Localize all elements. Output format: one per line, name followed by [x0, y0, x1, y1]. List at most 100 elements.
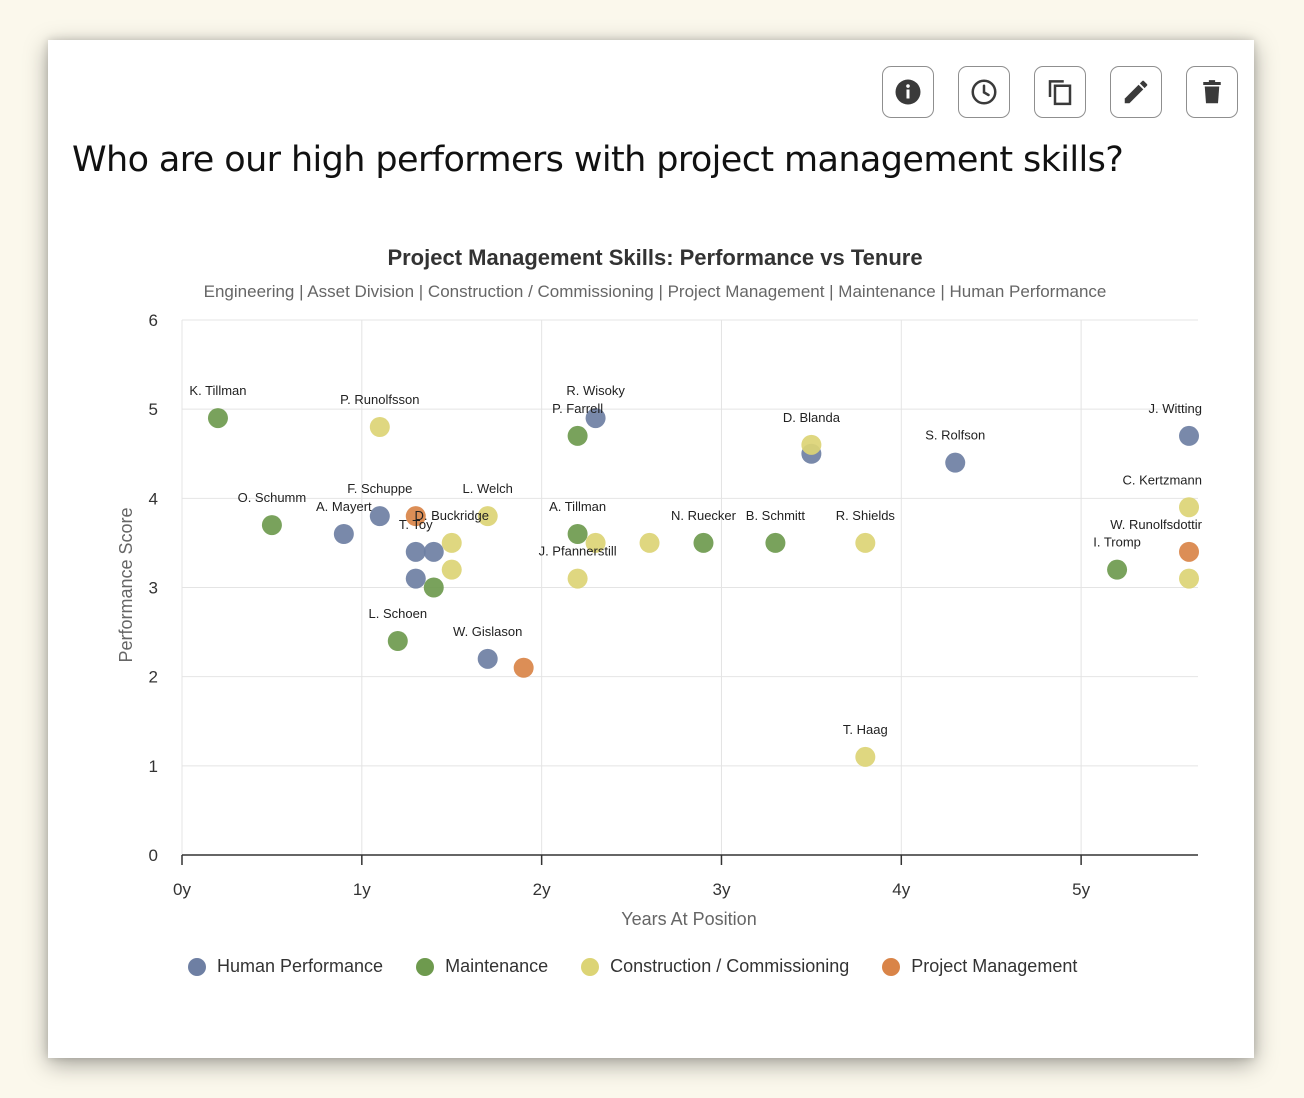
copy-icon [1048, 80, 1072, 106]
data-point[interactable]: D. Blanda (Construction / Commissioning) [801, 434, 822, 455]
point-label: K. Tillman [189, 383, 246, 398]
data-point[interactable]: (Construction / Commissioning) [585, 532, 606, 553]
data-point[interactable]: (Maintenance) [423, 577, 444, 598]
scatter-chart: Project Management Skills: Performance v… [116, 245, 1203, 929]
point-label: B. Schmitt [746, 508, 806, 523]
point-label: P. Farrell [552, 401, 603, 416]
data-point[interactable]: R. Shields (Construction / Commissioning… [855, 532, 876, 553]
x-tick-label: 1y [353, 880, 371, 899]
legend-item[interactable]: Maintenance [416, 956, 548, 977]
legend-item[interactable]: Human Performance [188, 956, 383, 977]
data-point[interactable]: B. Schmitt (Maintenance) [765, 532, 786, 553]
point-label: D. Blanda [783, 410, 841, 425]
y-tick-label: 0 [149, 846, 158, 865]
data-point[interactable]: O. Schumm (Maintenance) [261, 515, 282, 536]
point-label: J. Witting [1149, 401, 1202, 416]
point-label: A. Tillman [549, 499, 606, 514]
data-point[interactable]: W. Runolfsdottir (Project Management) [1179, 541, 1200, 562]
y-tick-label: 5 [149, 400, 158, 419]
legend-swatch [188, 957, 206, 976]
data-point[interactable]: W. Gislason (Human Performance) [477, 648, 498, 669]
legend-label: Project Management [911, 956, 1078, 976]
chart-title: Project Management Skills: Performance v… [387, 245, 922, 270]
legend-item[interactable]: Construction / Commissioning [581, 956, 849, 977]
data-point[interactable]: T. Toy (Human Performance) [405, 541, 426, 562]
y-tick-label: 6 [149, 311, 158, 330]
delete-button[interactable] [1186, 66, 1238, 118]
data-point[interactable]: (Construction / Commissioning) [639, 532, 660, 553]
point-label: W. Runolfsdottir [1110, 517, 1202, 532]
y-axis-title: Performance Score [116, 507, 136, 662]
point-label: T. Toy [399, 517, 433, 532]
data-point[interactable]: (Construction / Commissioning) [441, 559, 462, 580]
point-label: S. Rolfson [925, 428, 985, 443]
y-tick-label: 2 [149, 668, 158, 687]
chart-subtitle: Engineering | Asset Division | Construct… [204, 282, 1107, 301]
data-point[interactable]: F. Schuppe (Human Performance) [369, 506, 390, 527]
legend-label: Maintenance [445, 956, 549, 976]
x-axis-title: Years At Position [621, 909, 756, 929]
y-tick-label: 4 [149, 489, 158, 508]
point-label: O. Schumm [238, 490, 307, 505]
legend-item[interactable]: Project Management [882, 956, 1077, 977]
data-point[interactable]: (Construction / Commissioning) [1179, 568, 1200, 589]
point-label: P. Runolfsson [340, 392, 419, 407]
data-point[interactable]: S. Rolfson (Human Performance) [945, 452, 966, 473]
point-label: L. Schoen [369, 606, 428, 621]
data-point[interactable]: P. Farrell (Maintenance) [567, 425, 588, 446]
data-point[interactable]: A. Tillman (Maintenance) [567, 524, 588, 544]
report-card: Who are our high performers with project… [48, 40, 1254, 1058]
data-point[interactable]: J. Witting (Human Performance) [1179, 425, 1200, 446]
trash-icon [1203, 80, 1221, 104]
point-label: C. Kertzmann [1123, 472, 1202, 487]
data-point[interactable]: R. Wisoky (Human Performance) [585, 408, 606, 429]
x-tick-label: 4y [892, 880, 910, 899]
data-point[interactable]: P. Runolfsson (Construction / Commission… [369, 417, 390, 437]
legend-swatch [416, 957, 435, 976]
data-point[interactable]: N. Ruecker (Maintenance) [693, 532, 714, 553]
point-label: R. Shields [836, 508, 896, 523]
info-button[interactable] [882, 66, 934, 118]
point-label: D. Buckridge [415, 508, 489, 523]
point-label: W. Gislason [453, 624, 522, 639]
legend-swatch [581, 957, 600, 976]
chart-legend: Human Performance Maintenance Construction… [188, 956, 1077, 977]
point-label: J. Pfannerstill [539, 544, 617, 559]
data-point[interactable]: L. Schoen (Maintenance) [387, 631, 408, 651]
data-point[interactable]: (Project Management) [405, 506, 426, 527]
legend-label: Human Performance [217, 956, 384, 976]
clock-icon [971, 79, 997, 105]
point-label: I. Tromp [1093, 535, 1141, 550]
pencil-icon [1124, 80, 1148, 104]
x-tick-label: 2y [533, 880, 551, 899]
data-point[interactable]: L. Welch (Construction / Commissioning) [477, 506, 498, 527]
x-tick-label: 3y [712, 880, 730, 899]
x-tick-label: 5y [1072, 880, 1090, 899]
info-icon [895, 79, 921, 105]
data-point[interactable]: (Human Performance) [405, 568, 426, 589]
data-point[interactable]: T. Haag (Construction / Commissioning) [855, 746, 876, 767]
y-tick-label: 1 [149, 757, 158, 776]
legend-label: Construction / Commissioning [610, 956, 850, 976]
data-point[interactable]: D. Buckridge (Construction / Commissioni… [441, 532, 462, 553]
point-label: A. Mayert [316, 499, 372, 514]
data-point[interactable]: (Human Performance) [423, 541, 444, 562]
data-point[interactable]: A. Mayert (Human Performance) [333, 524, 354, 544]
data-point[interactable]: I. Tromp (Maintenance) [1107, 559, 1128, 580]
point-label: N. Ruecker [671, 508, 737, 523]
point-label: F. Schuppe [347, 481, 412, 496]
data-point[interactable]: C. Kertzmann (Construction / Commissioni… [1179, 497, 1200, 518]
data-point[interactable]: J. Pfannerstill (Construction / Commissi… [567, 568, 588, 589]
legend-swatch [882, 957, 901, 976]
point-label: R. Wisoky [566, 383, 625, 398]
data-point[interactable]: K. Tillman (Maintenance) [207, 408, 228, 429]
edit-button[interactable] [1110, 66, 1162, 118]
history-button[interactable] [958, 66, 1010, 118]
copy-button[interactable] [1034, 66, 1086, 118]
x-tick-label: 0y [173, 880, 191, 899]
card-toolbar [882, 66, 1238, 118]
point-label: L. Welch [463, 481, 513, 496]
page-title: Who are our high performers with project… [72, 140, 1124, 180]
point-label: T. Haag [843, 722, 888, 737]
data-point[interactable]: (Project Management) [513, 657, 534, 678]
